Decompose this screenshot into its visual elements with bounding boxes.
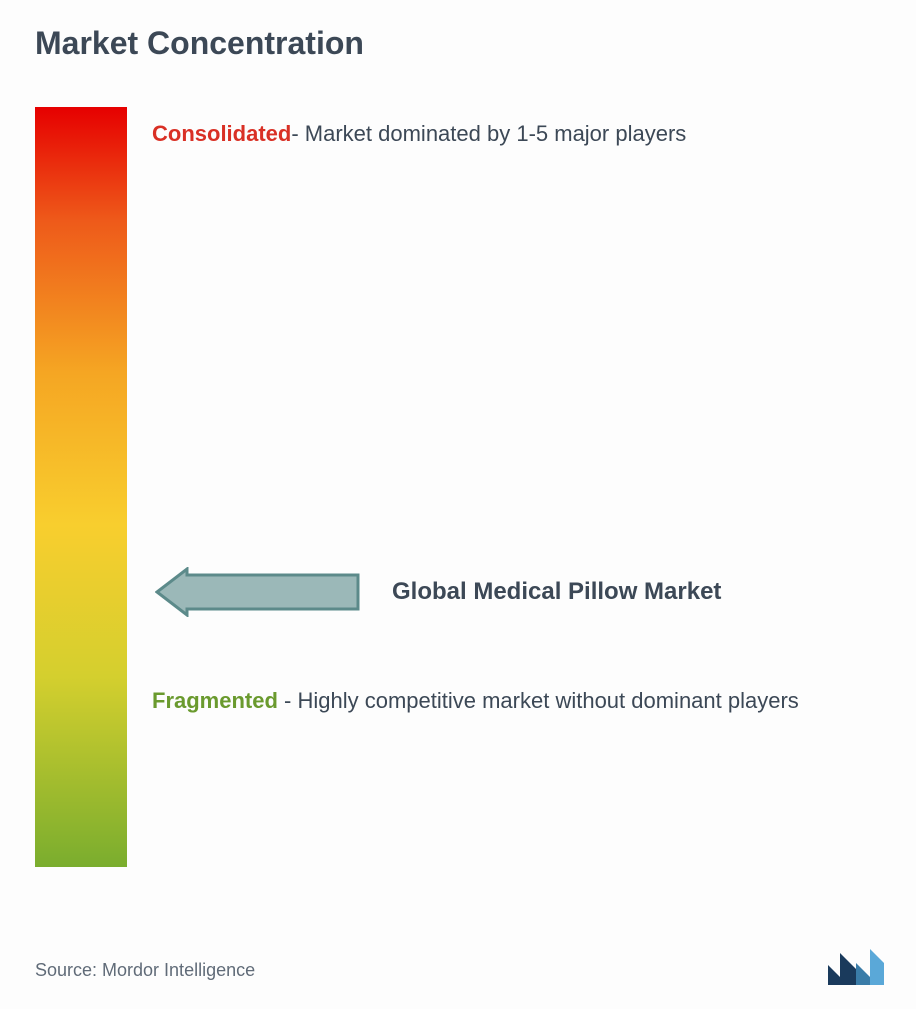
content-area: Consolidated- Market dominated by 1-5 ma… bbox=[35, 107, 881, 867]
consolidated-description: - Market dominated by 1-5 major players bbox=[291, 121, 686, 146]
arrow-left-icon bbox=[155, 567, 360, 617]
source-attribution: Source: Mordor Intelligence bbox=[35, 960, 255, 981]
annotations-container: Consolidated- Market dominated by 1-5 ma… bbox=[152, 107, 881, 867]
market-name-label: Global Medical Pillow Market bbox=[392, 578, 721, 606]
fragmented-description: - Highly competitive market without domi… bbox=[278, 688, 799, 713]
brand-logo bbox=[826, 947, 886, 987]
arrow-container bbox=[152, 564, 362, 619]
middle-annotation: Global Medical Pillow Market bbox=[152, 564, 721, 619]
concentration-gradient-bar bbox=[35, 107, 127, 867]
fragmented-label: Fragmented bbox=[152, 688, 278, 713]
consolidated-annotation: Consolidated- Market dominated by 1-5 ma… bbox=[152, 117, 881, 150]
page-title: Market Concentration bbox=[35, 25, 881, 62]
consolidated-label: Consolidated bbox=[152, 121, 291, 146]
logo-icon bbox=[826, 947, 886, 987]
fragmented-annotation: Fragmented - Highly competitive market w… bbox=[152, 683, 881, 718]
